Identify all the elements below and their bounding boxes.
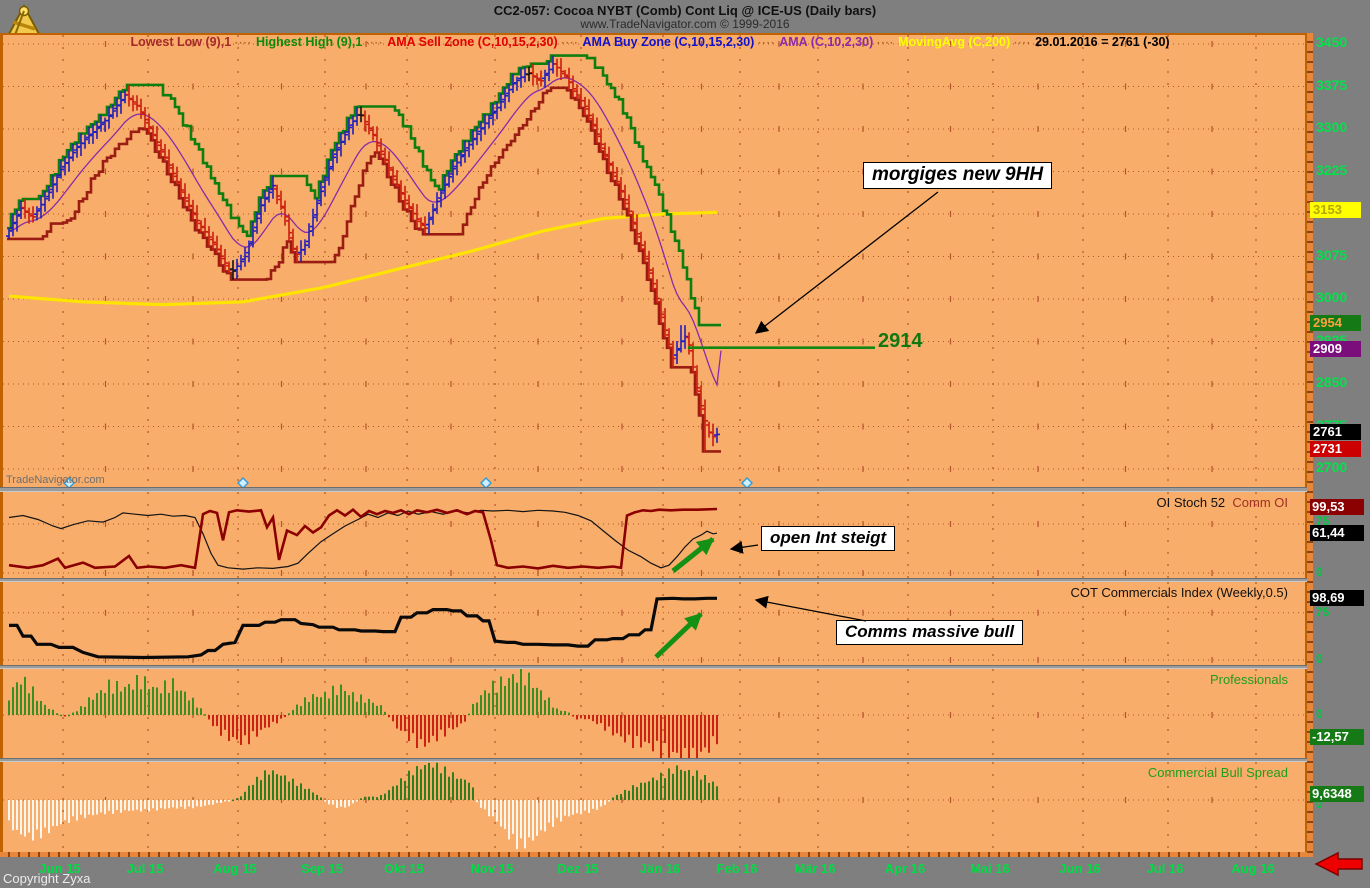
price-tick-label: 3075 [1316, 246, 1348, 263]
price-tick-label: 2700 [1316, 459, 1348, 475]
price-tick-label: 3000 [1316, 289, 1348, 305]
legend-item: MovingAvg (C,200) [898, 35, 1011, 49]
cot-commercials-chart[interactable] [3, 582, 1305, 665]
professionals-chart[interactable] [3, 669, 1305, 758]
panel-title: Professionals [1210, 672, 1288, 687]
price-tick-label: 3225 [1316, 161, 1348, 178]
price-badge: 3153 [1310, 202, 1361, 219]
price-bars-up [6, 55, 720, 443]
price-tick-label: 2850 [1316, 374, 1348, 390]
x-axis-label: Apr 16 [884, 861, 926, 876]
copyright-text: Copyright Zyxa [3, 871, 91, 886]
price-tick-label: 3375 [1316, 76, 1348, 93]
x-axis-label: Dez 15 [557, 861, 599, 876]
annotation-new-9hh[interactable]: morgiges new 9HH [863, 162, 1053, 189]
legend-item: AMA Sell Zone (C,10,15,2,30) [387, 35, 558, 49]
x-axis-label: Aug 15 [213, 861, 257, 876]
bottom-axis-border [0, 852, 1307, 857]
price-level-label-2914: 2914 [878, 330, 923, 352]
panel-value-badge: 61,44 [1310, 525, 1364, 541]
legend-item: AMA (C,10,2,30) [779, 35, 874, 49]
oi-stoch-chart[interactable] [3, 492, 1305, 578]
professionals-panel[interactable] [0, 669, 1307, 758]
main-price-panel[interactable] [0, 33, 1307, 489]
panel-title-text: Professionals [1209, 672, 1288, 687]
site-copyright-line: www.TradeNavigator.com © 1999-2016 [580, 17, 790, 31]
x-axis-label: Okt 15 [384, 861, 424, 876]
legend-separator: ···· [1010, 38, 1036, 49]
main-price-chart[interactable] [3, 35, 1305, 489]
legend-separator: ···· [754, 38, 780, 49]
x-axis-label: Jän 16 [639, 861, 681, 876]
panel-scale-label: 0 [1316, 565, 1323, 579]
panel-title: Commercial Bull Spread [1148, 765, 1288, 780]
x-axis-label: Mai 16 [970, 861, 1010, 876]
indicator-legend: Lowest Low (9),1 ···· Highest High (9),1… [0, 35, 1300, 49]
panel-title-text: Commercial Bull Spread [1147, 765, 1288, 780]
legend-item: Highest High (9),1 [256, 35, 363, 49]
panel-title-text: OI Stoch 52 [1156, 495, 1226, 510]
panel-value-badge: 99,53 [1310, 499, 1364, 515]
price-tick-label: 3450 [1316, 34, 1348, 50]
price-badge: 2954 [1310, 315, 1361, 332]
price-badge: 2731 [1310, 441, 1361, 458]
legend-separator: ···· [231, 38, 257, 49]
price-badge: 2761 [1310, 424, 1361, 441]
panel-separator[interactable] [0, 758, 1307, 762]
panel-separator[interactable] [0, 578, 1307, 582]
panel-title: COT Commercials Index (Weekly,0.5) [1071, 585, 1288, 600]
panel-value-badge: 98,69 [1310, 590, 1364, 606]
oi-stoch-panel[interactable] [0, 492, 1307, 578]
chart-watermark: TradeNavigator.com [6, 474, 105, 486]
price-bars-flat [230, 66, 532, 280]
x-axis-label: Feb 16 [716, 861, 758, 876]
scroll-left-arrow[interactable] [1314, 851, 1363, 877]
legend-separator: ···· [362, 38, 388, 49]
panel-value-badge: 9,6348 [1310, 786, 1364, 802]
legend-separator: ···· [873, 38, 899, 49]
panel-separator[interactable] [0, 665, 1307, 669]
panel-scale-label: 75 [1316, 514, 1330, 528]
panel-title-text: COT Commercials Index (Weekly,0.5) [1070, 585, 1288, 600]
x-axis-label: Jul 15 [126, 861, 164, 876]
price-tick-label: 3300 [1316, 119, 1348, 135]
panel-separator[interactable] [0, 487, 1307, 492]
price-bars-down [22, 58, 716, 452]
panel-scale-label: 0 [1316, 797, 1323, 811]
legend-item: 29.01.2016 = 2761 (-30) [1035, 35, 1170, 49]
panel-scale-label: 0 [1316, 707, 1323, 721]
annotation-comms-bull[interactable]: Comms massive bull [836, 620, 1024, 645]
x-axis-label: Aug 16 [1231, 861, 1275, 876]
panel-value-badge: -12,57 [1310, 729, 1364, 745]
panel-title: OI Stoch 52 Comm OI [1157, 495, 1289, 510]
x-axis-label: Jun 15 [39, 861, 81, 876]
legend-item: AMA Buy Zone (C,10,15,2,30) [582, 35, 755, 49]
panel-scale-label: 75 [1316, 605, 1330, 619]
x-axis-label: Jul 16 [1146, 861, 1184, 876]
x-axis-label: Mär 16 [794, 861, 836, 876]
panel-title-text: Comm OI [1225, 495, 1288, 510]
panel-scale-label: 0 [1316, 652, 1323, 666]
legend-separator: ···· [557, 38, 583, 49]
chart-title: CC2-057: Cocoa NYBT (Comb) Cont Liq @ IC… [493, 3, 877, 18]
commercial-bull-spread-chart[interactable] [3, 762, 1305, 852]
annotation-open-interest[interactable]: open Int steigt [761, 526, 896, 551]
commercial-bull-spread-panel[interactable] [0, 762, 1307, 852]
cot-commercials-panel[interactable] [0, 582, 1307, 665]
x-axis-label: Nov 15 [470, 861, 514, 876]
price-badge: 2909 [1310, 340, 1361, 357]
x-axis-label: Sep 15 [301, 861, 343, 876]
legend-item: Lowest Low (9),1 [130, 35, 232, 49]
x-axis-label: Jun 16 [1059, 861, 1101, 876]
